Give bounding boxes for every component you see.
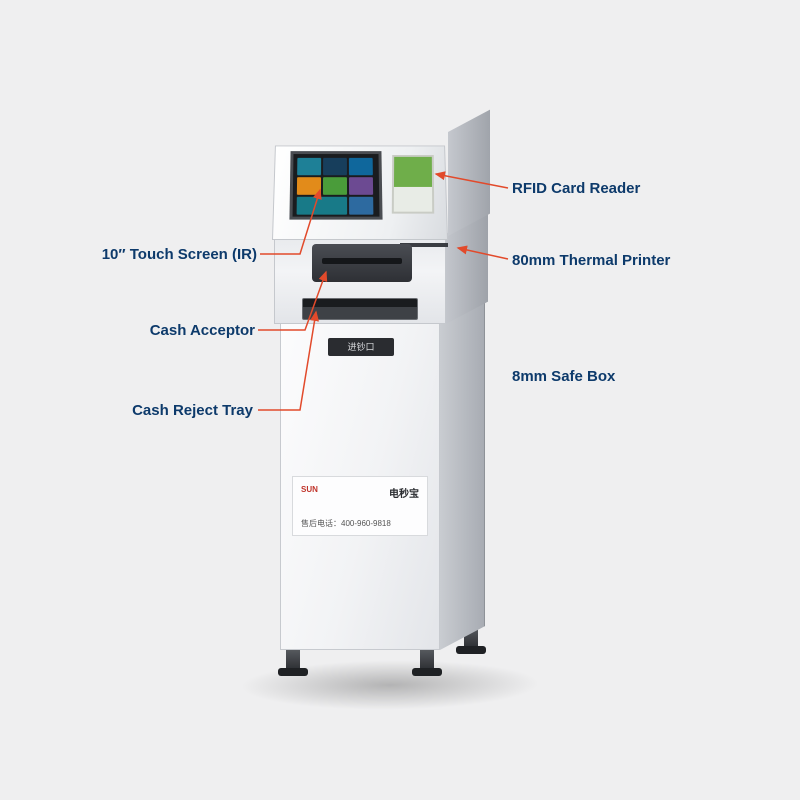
- cabinet-side: [440, 296, 485, 650]
- leg: [420, 648, 434, 670]
- foot: [278, 668, 308, 676]
- label-printer: 80mm Thermal Printer: [512, 252, 670, 269]
- label-reject: Cash Reject Tray: [113, 402, 253, 419]
- label-rfid: RFID Card Reader: [512, 180, 640, 197]
- brand-plate: SUN 电秒宝 售后电话：400-960-9818: [292, 476, 428, 536]
- leg: [286, 648, 300, 670]
- brand-side-text: 电秒宝: [389, 485, 419, 500]
- touch-screen: [289, 151, 382, 219]
- foot: [412, 668, 442, 676]
- cash-acceptor: [312, 244, 412, 282]
- cash-reject-slot: [302, 298, 418, 320]
- screen-tiles: [293, 154, 380, 217]
- rfid-reader: [392, 155, 434, 214]
- label-touchscreen: 10″ Touch Screen (IR): [77, 246, 257, 263]
- label-safebox: 8mm Safe Box: [512, 368, 615, 385]
- brand-phone: 售后电话：400-960-9818: [301, 518, 391, 529]
- deposit-slot-label: 进钞口: [328, 338, 394, 356]
- kiosk-machine: 进钞口 SUN 电秒宝 售后电话：400-960-9818: [280, 140, 500, 700]
- brand-logo: SUN: [301, 485, 351, 503]
- diagram-stage: 进钞口 SUN 电秒宝 售后电话：400-960-9818 RFID Card …: [0, 0, 800, 800]
- foot: [456, 646, 486, 654]
- label-acceptor: Cash Acceptor: [135, 322, 255, 339]
